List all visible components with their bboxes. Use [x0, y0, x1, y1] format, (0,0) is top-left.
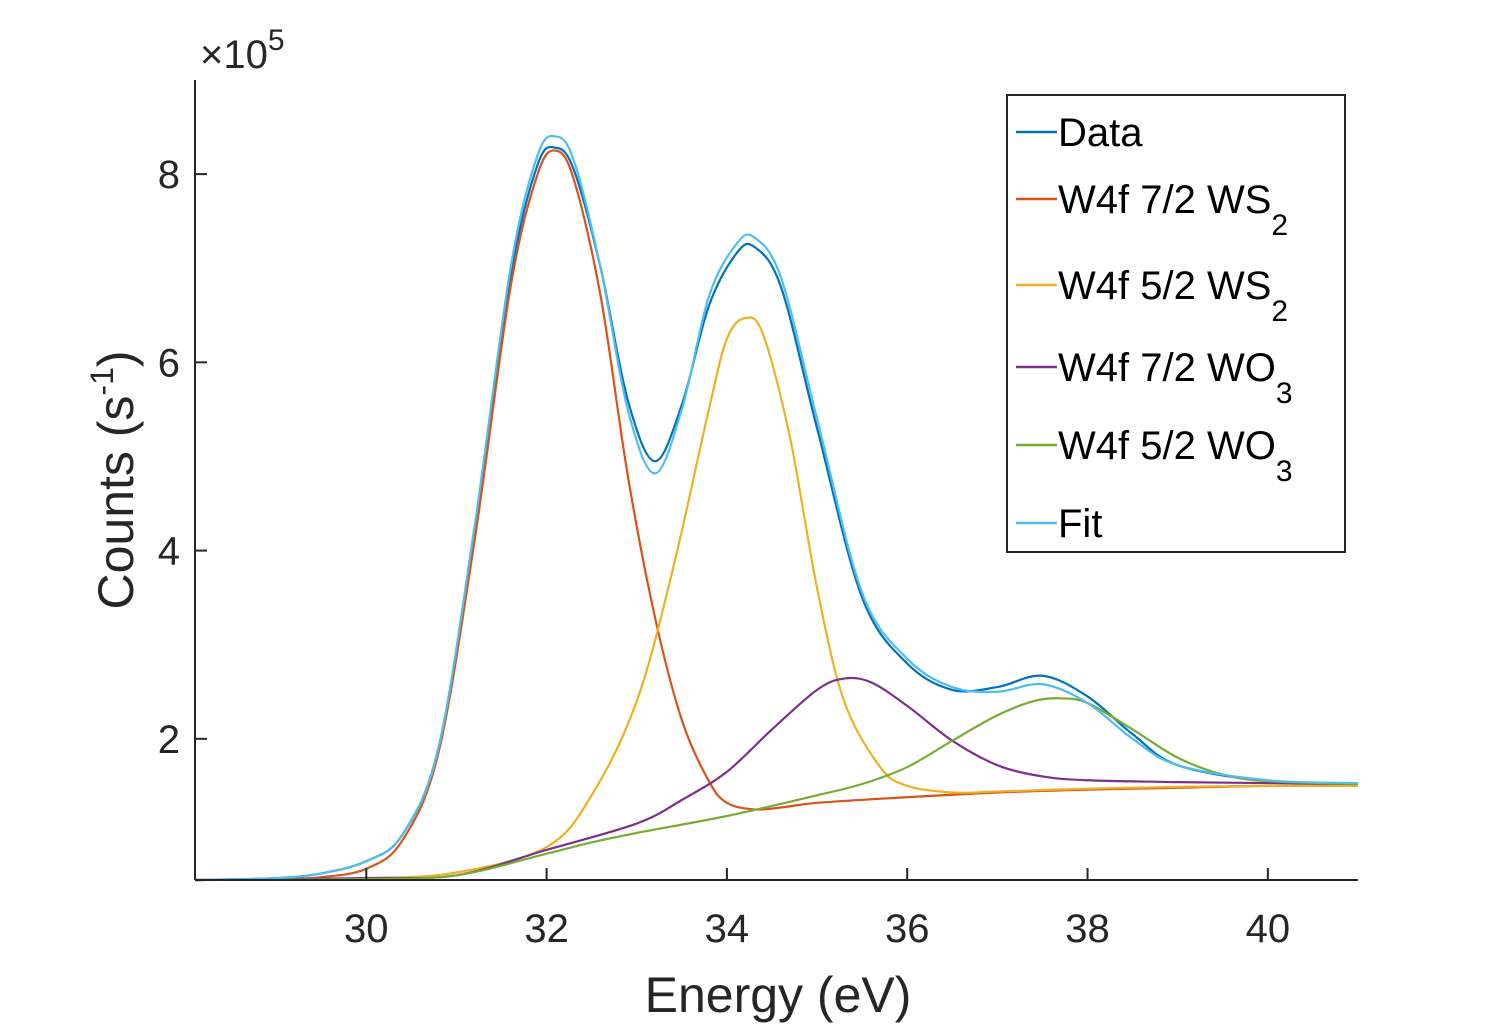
legend-label-main: Fit: [1058, 502, 1102, 546]
legend-label-main: Data: [1058, 111, 1143, 155]
series-layer: [194, 134, 1359, 882]
series-line-3: [194, 316, 1359, 882]
y-tick-label: 8: [158, 153, 180, 197]
legend-label-main: W4f 5/2 WS: [1058, 264, 1271, 308]
legend-label: Data: [1058, 111, 1143, 155]
legend-label: W4f 5/2 WS2: [1058, 264, 1288, 328]
y-axis-title-main: Counts (s: [88, 396, 144, 610]
y-axis-title: Counts (s-1): [84, 350, 144, 609]
legend-label-sub: 3: [1276, 455, 1293, 488]
legend-label-main: W4f 5/2 WO: [1058, 424, 1276, 468]
y-axis-title-sup: -1: [84, 367, 120, 395]
x-tick-label: 32: [524, 907, 569, 951]
legend-label-sub: 3: [1276, 377, 1293, 410]
legend-label: W4f 7/2 WS2: [1058, 178, 1288, 242]
series-line-6: [194, 134, 1359, 882]
x-tick-label: 36: [885, 907, 930, 951]
y-axis-title-close: ): [88, 350, 144, 367]
x-ticks: 30 32 34 36 38 40: [344, 868, 1290, 951]
x-tick-label: 34: [705, 907, 750, 951]
legend-label-main: W4f 7/2 WO: [1058, 346, 1276, 390]
exponent-power: 5: [268, 24, 285, 57]
series-line-4: [194, 676, 1359, 882]
legend-label-main: W4f 7/2 WS: [1058, 178, 1271, 222]
y-tick-label: 2: [158, 718, 180, 762]
exponent-prefix: ×10: [200, 33, 268, 77]
legend-label: W4f 5/2 WO3: [1058, 424, 1293, 488]
legend-label-sub: 2: [1271, 209, 1288, 242]
legend-label: Fit: [1058, 502, 1102, 546]
y-tick-label: 6: [158, 341, 180, 385]
y-tick-label: 4: [158, 530, 180, 574]
series-line-5: [194, 697, 1359, 882]
x-tick-label: 40: [1246, 907, 1291, 951]
exponent-label: ×105: [200, 24, 285, 77]
legend-label-sub: 2: [1271, 295, 1288, 328]
legend-label: W4f 7/2 WO3: [1058, 346, 1293, 410]
x-tick-label: 38: [1065, 907, 1110, 951]
x-tick-label: 30: [344, 907, 389, 951]
y-ticks: 2 4 6 8: [158, 153, 207, 762]
x-axis-title: Energy (eV): [645, 967, 912, 1023]
legend-box: [1006, 94, 1346, 553]
